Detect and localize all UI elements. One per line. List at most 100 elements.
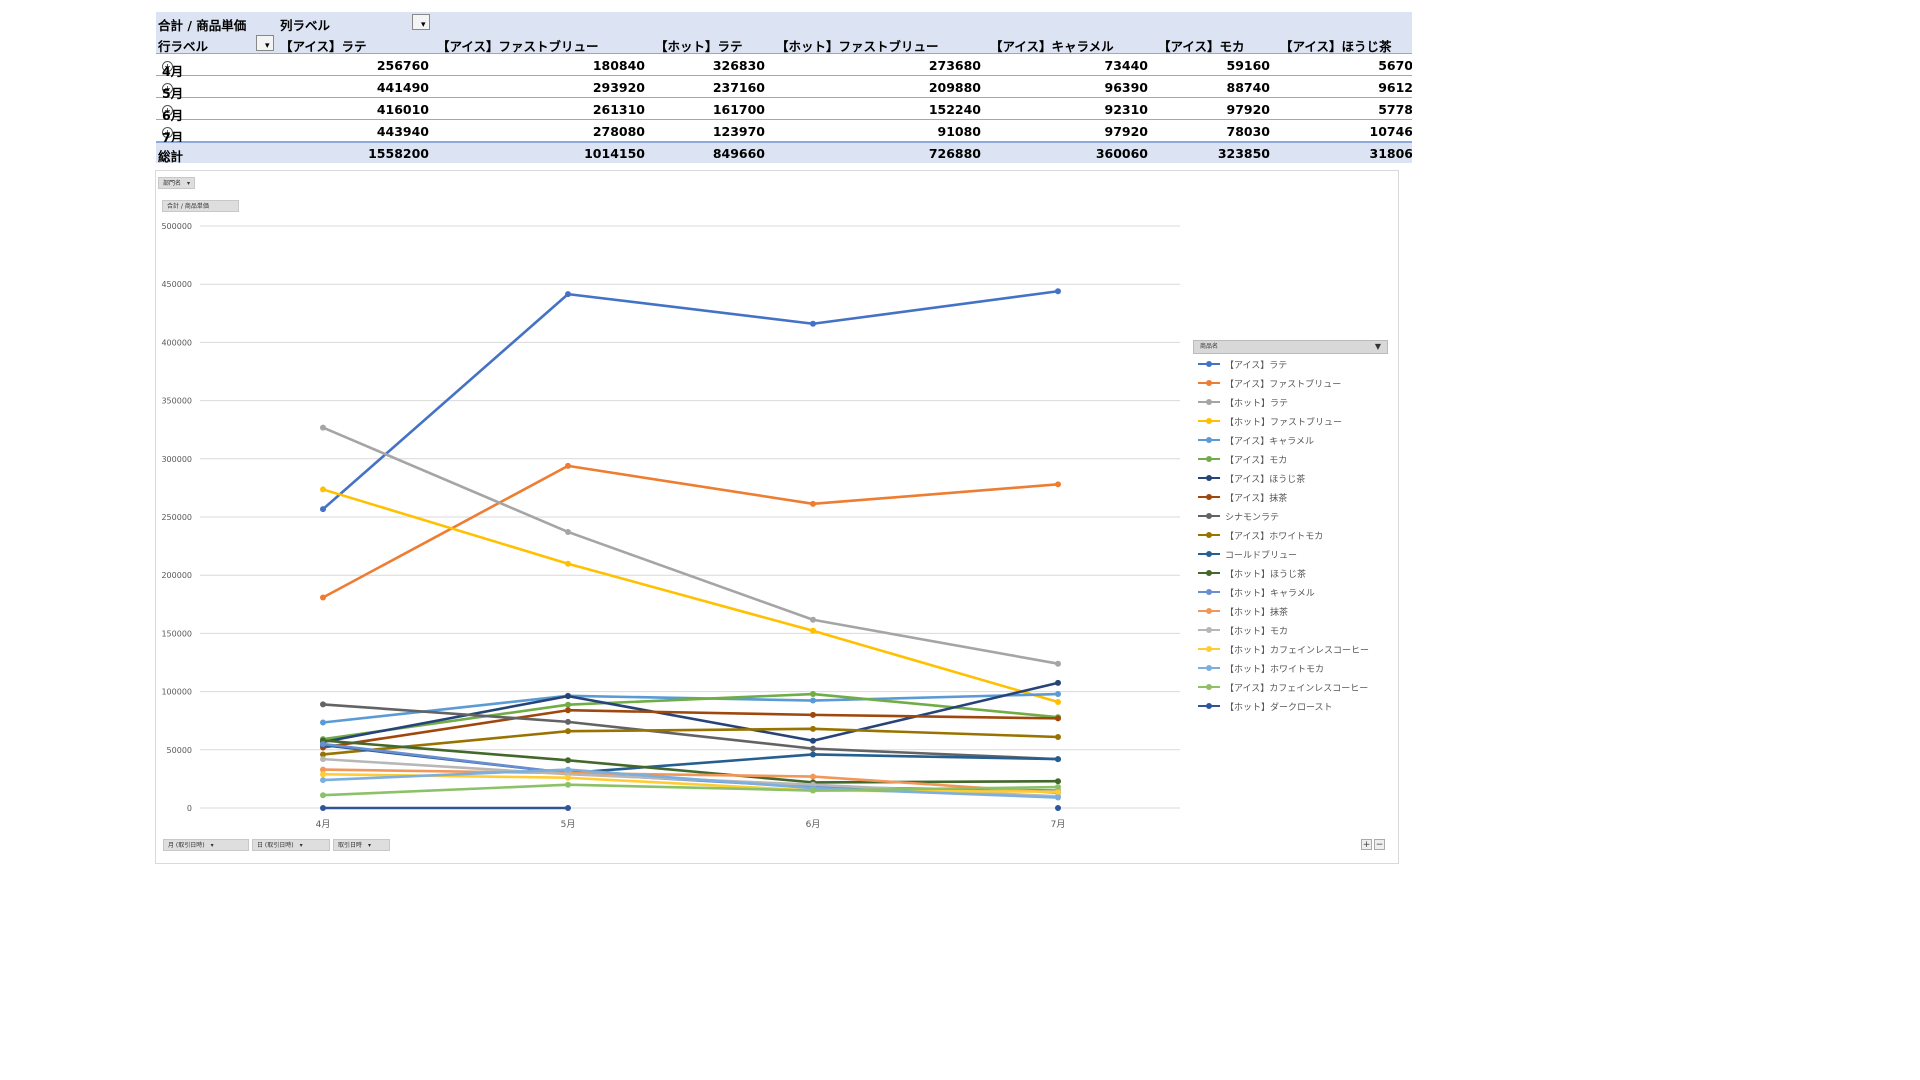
table-cell: 91080 [937, 124, 982, 139]
legend-item[interactable]: 【アイス】ラテ [1196, 355, 1396, 374]
legend-label: 【ホット】抹茶 [1225, 608, 1289, 618]
axis-field-button[interactable]: 取引日時 ▾ [333, 839, 390, 851]
chart-legend: 【アイス】ラテ【アイス】ファストブリュー 【ホット】ラテ【ホット】ファストブリュー… [1196, 355, 1396, 716]
legend-item[interactable]: 【アイス】ほうじ茶 [1196, 469, 1396, 488]
legend-item[interactable]: 【ホット】ファストブリュー [1196, 412, 1396, 431]
legend-label: 【ホット】カフェインレスコーヒー [1225, 646, 1370, 656]
table-cell: 209880 [928, 80, 981, 95]
legend-label: 【ホット】モカ [1225, 627, 1289, 637]
total-row: 総計 1558200 1014150 849660 726880 360060 … [156, 142, 1413, 164]
legend-item[interactable]: 【ホット】ラテ [1196, 393, 1396, 412]
legend-item[interactable]: 【ホット】抹茶 [1196, 602, 1396, 621]
legend-item[interactable]: 【ホット】ダークロースト [1196, 697, 1396, 716]
table-cell: 88740 [1226, 80, 1271, 95]
legend-label: 【ホット】ほうじ茶 [1225, 570, 1307, 580]
column-header[interactable]: 【アイス】キャラメル [990, 39, 1114, 54]
legend-marker [1206, 570, 1212, 576]
legend-marker [1206, 513, 1212, 519]
legend-item[interactable]: 【アイス】抹茶 [1196, 488, 1396, 507]
legend-item[interactable]: 【アイス】カフェインレスコーヒー [1196, 678, 1396, 697]
column-header[interactable]: 【アイス】ラテ [280, 39, 367, 54]
table-cell: 441490 [376, 80, 429, 95]
table-cell: 180840 [592, 58, 645, 73]
table-cell: 9612 [1378, 80, 1412, 95]
legend-item[interactable]: 【ホット】キャラメル [1196, 583, 1396, 602]
expand-icon[interactable]: + [162, 61, 173, 72]
legend-label: 【アイス】キャラメル [1225, 437, 1315, 447]
total-cell: 1558200 [368, 146, 429, 161]
total-label: 総計 [158, 149, 184, 164]
pivot-chart-frame[interactable] [155, 170, 1399, 864]
legend-label: 【ホット】ラテ [1225, 399, 1289, 409]
column-header[interactable]: 【アイス】ほうじ茶 [1280, 39, 1392, 54]
expand-icon[interactable]: + [162, 127, 173, 138]
legend-label: 【アイス】モカ [1225, 456, 1288, 466]
total-cell: 726880 [928, 146, 981, 161]
table-cell: 92310 [1104, 102, 1149, 117]
legend-marker [1206, 608, 1212, 614]
legend-label: 【アイス】抹茶 [1225, 494, 1288, 504]
legend-item[interactable]: 【ホット】ホワイトモカ [1196, 659, 1396, 678]
legend-marker [1206, 551, 1212, 557]
zoom-out-button[interactable]: − [1374, 839, 1385, 850]
legend-marker [1206, 361, 1212, 367]
column-filter-button[interactable]: ▾ [412, 14, 430, 30]
table-cell: 278080 [592, 124, 645, 139]
legend-marker [1206, 380, 1212, 386]
legend-label: 【ホット】ファストブリュー [1225, 418, 1343, 428]
legend-marker [1206, 627, 1212, 633]
table-cell: 256760 [376, 58, 429, 73]
legend-marker [1206, 399, 1212, 405]
pivot-column-header-row: 行ラベル ▾ 【アイス】ラテ 【アイス】ファストブリュー 【ホット】ラテ 【ホッ… [156, 33, 1412, 54]
legend-item[interactable]: コールドブリュー [1196, 545, 1396, 564]
column-header[interactable]: 【アイス】ファストブリュー [437, 39, 599, 54]
legend-field-button[interactable]: 商品名 ▼ [1193, 340, 1388, 354]
chevron-down-icon: ▼ [1374, 342, 1381, 351]
total-cell: 1014150 [584, 146, 645, 161]
legend-item[interactable]: 【アイス】モカ [1196, 450, 1396, 469]
filter-icon: ▾ [421, 20, 426, 30]
total-cell: 31806 [1369, 146, 1413, 161]
legend-item[interactable]: 【アイス】キャラメル [1196, 431, 1396, 450]
table-cell: 73440 [1104, 58, 1149, 73]
table-row: +4月 256760 180840 326830 273680 73440 59… [156, 55, 1412, 79]
column-header[interactable]: 【アイス】モカ [1158, 39, 1245, 54]
legend-marker [1206, 532, 1212, 538]
legend-item[interactable]: 【アイス】ホワイトモカ [1196, 526, 1396, 545]
expand-icon[interactable]: + [162, 83, 173, 94]
pivot-row-label: 行ラベル [158, 39, 209, 54]
legend-marker [1206, 418, 1212, 424]
legend-marker [1206, 456, 1212, 462]
legend-marker [1206, 475, 1212, 481]
legend-marker [1206, 646, 1212, 652]
zoom-in-button[interactable]: + [1361, 839, 1372, 850]
legend-item[interactable]: 【ホット】カフェインレスコーヒー [1196, 640, 1396, 659]
pivot-title-row: 合計 / 商品単価 列ラベル ▾ [156, 12, 1412, 33]
total-cell: 849660 [712, 146, 765, 161]
legend-label: 【アイス】ファストブリュー [1225, 380, 1342, 390]
table-cell: 5778 [1378, 102, 1412, 117]
table-cell: 10746 [1369, 124, 1413, 139]
column-header[interactable]: 【ホット】ラテ [655, 39, 743, 54]
legend-item[interactable]: シナモンラテ [1196, 507, 1396, 526]
expand-icon[interactable]: + [162, 105, 173, 116]
value-field-button[interactable]: 合計 / 商品単価 [162, 200, 239, 212]
legend-marker [1206, 665, 1212, 671]
filter-icon: ▾ [210, 842, 214, 849]
legend-item[interactable]: 【ホット】モカ [1196, 621, 1396, 640]
table-row: +6月 416010 261310 161700 152240 92310 97… [156, 99, 1412, 123]
filter-field-button[interactable]: 部門名 ▾ [158, 177, 196, 189]
table-cell: 273680 [928, 58, 981, 73]
row-filter-button[interactable]: ▾ [256, 35, 274, 51]
legend-label: コールドブリュー [1225, 551, 1298, 561]
column-header[interactable]: 【ホット】ファストブリュー [776, 39, 939, 54]
legend-item[interactable]: 【ホット】ほうじ茶 [1196, 564, 1396, 583]
axis-field-button[interactable]: 日 (取引日時) ▾ [252, 839, 330, 851]
legend-marker [1206, 437, 1212, 443]
legend-item[interactable]: 【アイス】ファストブリュー [1196, 374, 1396, 393]
table-cell: 416010 [376, 102, 429, 117]
axis-field-button[interactable]: 月 (取引日時) ▾ [163, 839, 249, 851]
table-cell: 78030 [1226, 124, 1271, 139]
legend-label: 【アイス】ラテ [1225, 361, 1288, 371]
table-cell: 97920 [1104, 124, 1149, 139]
